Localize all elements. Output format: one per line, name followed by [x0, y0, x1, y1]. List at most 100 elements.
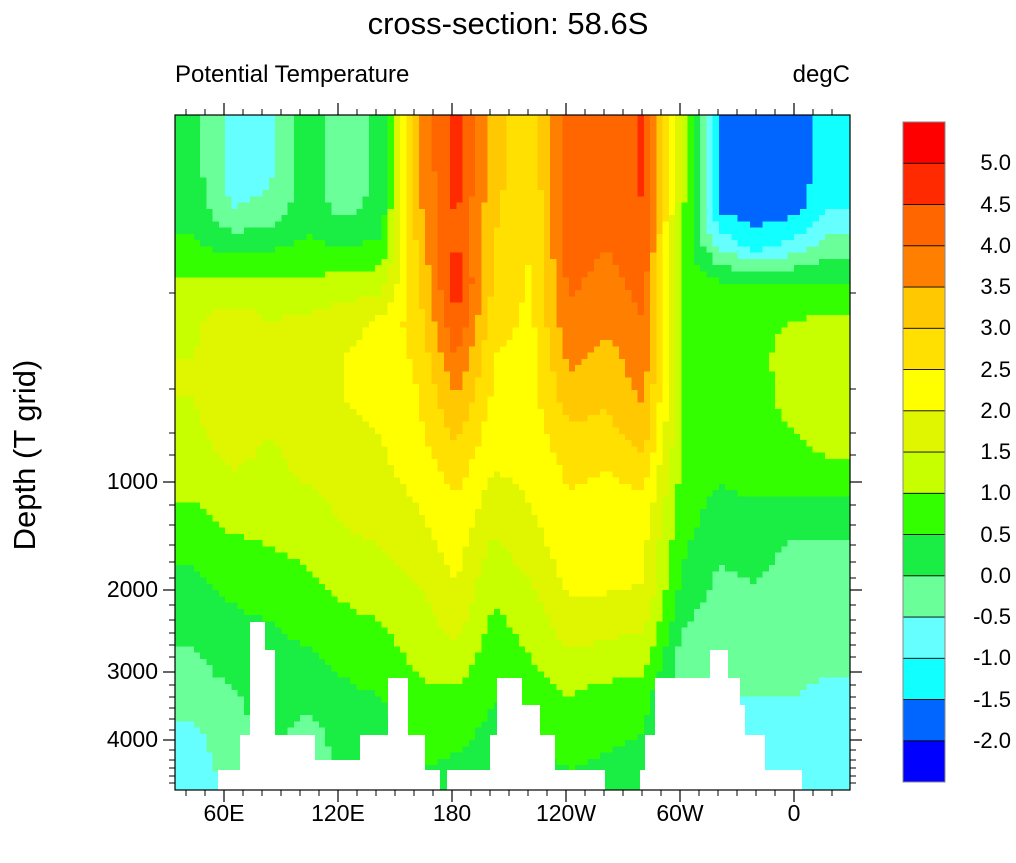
contour-cell: [825, 377, 832, 385]
contour-cell: [806, 165, 813, 172]
contour-cell: [368, 240, 376, 247]
contour-cell: [250, 190, 257, 197]
contour-cell: [437, 115, 445, 122]
contour-cell: [431, 215, 438, 222]
contour-cell: [350, 327, 357, 335]
contour-cell: [287, 227, 295, 235]
contour-cell: [525, 246, 532, 253]
contour-cell: [518, 358, 526, 366]
contour-cell: [768, 158, 776, 166]
contour-cell: [618, 327, 626, 335]
contour-cell: [281, 196, 288, 203]
contour-cell: [706, 271, 713, 278]
contour-cell: [425, 352, 432, 360]
contour-cell: [537, 258, 545, 266]
contour-cell: [575, 321, 582, 328]
contour-cell: [306, 202, 313, 210]
contour-cell: [293, 290, 301, 297]
contour-cell: [687, 233, 695, 241]
contour-cell: [662, 221, 670, 228]
contour-cell: [287, 152, 295, 160]
contour-cell: [781, 121, 788, 128]
contour-cell: [200, 308, 207, 316]
contour-cell: [175, 283, 182, 291]
contour-cell: [250, 396, 257, 403]
contour-cell: [743, 202, 751, 210]
contour-cell: [343, 215, 351, 222]
contour-cell: [175, 296, 182, 303]
contour-cell: [431, 308, 438, 316]
contour-cell: [318, 227, 326, 235]
contour-cell: [437, 233, 445, 241]
contour-cell: [250, 171, 257, 178]
contour-cell: [706, 352, 713, 360]
contour-cell: [831, 146, 838, 153]
contour-cell: [268, 290, 276, 297]
contour-cell: [387, 302, 395, 310]
contour-cell: [537, 190, 545, 197]
contour-cell: [487, 358, 495, 366]
contour-cell: [537, 121, 545, 128]
contour-cell: [237, 190, 245, 197]
contour-cell: [693, 321, 701, 328]
contour-cell: [775, 327, 782, 335]
contour-cell: [843, 383, 851, 391]
contour-cell: [806, 183, 813, 191]
contour-cell: [356, 327, 363, 335]
contour-cell: [493, 258, 501, 266]
contour-cell: [668, 227, 676, 235]
contour-cell: [662, 127, 670, 135]
contour-cell: [212, 202, 220, 210]
contour-cell: [556, 158, 563, 166]
contour-cell: [262, 221, 270, 228]
contour-cell: [393, 127, 401, 135]
contour-cell: [650, 371, 657, 378]
contour-cell: [475, 177, 482, 185]
contour-cell: [243, 121, 251, 128]
contour-cell: [618, 121, 626, 128]
contour-cell: [418, 371, 426, 378]
contour-cell: [825, 327, 832, 335]
contour-cell: [625, 258, 632, 266]
contour-cell: [731, 252, 738, 260]
contour-cell: [500, 290, 507, 297]
contour-cell: [600, 215, 607, 222]
contour-cell: [412, 333, 420, 341]
contour-cell: [312, 196, 320, 203]
contour-cell: [350, 208, 357, 216]
contour-cell: [831, 290, 838, 297]
contour-cell: [725, 196, 732, 203]
contour-cell: [475, 133, 482, 141]
contour-cell: [550, 152, 557, 160]
contour-cell: [681, 277, 688, 285]
contour-cell: [787, 271, 795, 278]
contour-cell: [193, 221, 201, 228]
contour-cell: [462, 208, 470, 216]
contour-cell: [400, 190, 407, 197]
contour-cell: [700, 308, 707, 316]
contour-cell: [818, 215, 826, 222]
contour-cell: [331, 371, 338, 378]
contour-cell: [606, 215, 613, 222]
contour-cell: [643, 383, 651, 391]
contour-cell: [206, 221, 213, 228]
contour-cell: [668, 296, 676, 303]
contour-cell: [681, 221, 688, 228]
contour-cell: [331, 233, 338, 241]
contour-cell: [281, 233, 288, 241]
contour-cell: [737, 321, 745, 328]
contour-cell: [706, 340, 713, 347]
contour-cell: [712, 215, 720, 222]
contour-cell: [200, 327, 207, 335]
contour-cell: [231, 383, 238, 391]
contour-cell: [250, 365, 257, 372]
contour-cell: [256, 221, 263, 228]
contour-cell: [487, 240, 495, 247]
contour-cell: [468, 327, 476, 335]
contour-cell: [437, 327, 445, 335]
contour-cell: [300, 221, 307, 228]
contour-cell: [368, 227, 376, 235]
contour-cell: [312, 127, 320, 135]
contour-cell: [287, 252, 295, 260]
contour-cell: [518, 190, 526, 197]
